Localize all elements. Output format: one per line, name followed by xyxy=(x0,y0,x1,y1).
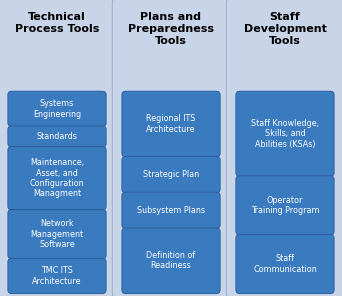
FancyBboxPatch shape xyxy=(8,258,106,294)
Text: Staff
Development
Tools: Staff Development Tools xyxy=(244,12,326,46)
Text: Network
Management
Software: Network Management Software xyxy=(30,219,83,249)
Text: Regional ITS
Architecture: Regional ITS Architecture xyxy=(146,114,196,134)
FancyBboxPatch shape xyxy=(236,234,334,294)
Text: Staff
Communication: Staff Communication xyxy=(253,254,317,274)
Text: Standards: Standards xyxy=(37,132,77,141)
FancyBboxPatch shape xyxy=(122,192,220,229)
FancyBboxPatch shape xyxy=(236,91,334,176)
Text: Subsystem Plans: Subsystem Plans xyxy=(137,206,205,215)
FancyBboxPatch shape xyxy=(226,0,342,296)
Text: Definition of
Readiness: Definition of Readiness xyxy=(146,251,196,271)
Text: Maintenance,
Asset, and
Configuration
Managment: Maintenance, Asset, and Configuration Ma… xyxy=(30,158,84,198)
Text: Strategic Plan: Strategic Plan xyxy=(143,170,199,179)
Text: Technical
Process Tools: Technical Process Tools xyxy=(15,12,99,34)
FancyBboxPatch shape xyxy=(0,0,116,296)
Text: Operator
Training Program: Operator Training Program xyxy=(251,196,319,215)
Text: Plans and
Preparedness
Tools: Plans and Preparedness Tools xyxy=(128,12,214,46)
FancyBboxPatch shape xyxy=(122,156,220,193)
FancyBboxPatch shape xyxy=(122,228,220,294)
Text: TMC ITS
Architecture: TMC ITS Architecture xyxy=(32,266,82,286)
FancyBboxPatch shape xyxy=(8,210,106,259)
FancyBboxPatch shape xyxy=(8,91,106,126)
FancyBboxPatch shape xyxy=(122,91,220,157)
FancyBboxPatch shape xyxy=(8,126,106,147)
Text: Systems
Engineering: Systems Engineering xyxy=(33,99,81,118)
Text: Staff Knowledge,
Skills, and
Abilities (KSAs): Staff Knowledge, Skills, and Abilities (… xyxy=(251,119,319,149)
FancyBboxPatch shape xyxy=(8,147,106,210)
FancyBboxPatch shape xyxy=(112,0,230,296)
FancyBboxPatch shape xyxy=(236,176,334,235)
